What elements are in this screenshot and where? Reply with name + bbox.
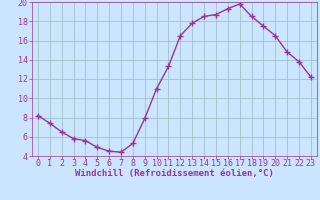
X-axis label: Windchill (Refroidissement éolien,°C): Windchill (Refroidissement éolien,°C) — [75, 169, 274, 178]
